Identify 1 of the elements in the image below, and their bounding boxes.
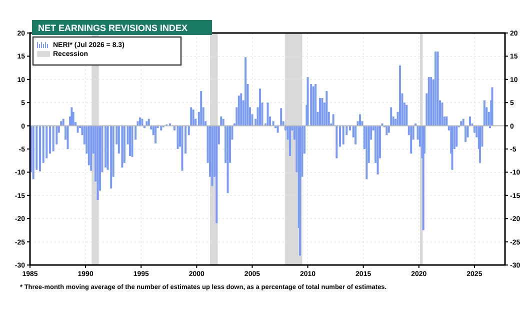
chart-title: NET EARNINGS REVISIONS INDEX <box>38 23 188 33</box>
